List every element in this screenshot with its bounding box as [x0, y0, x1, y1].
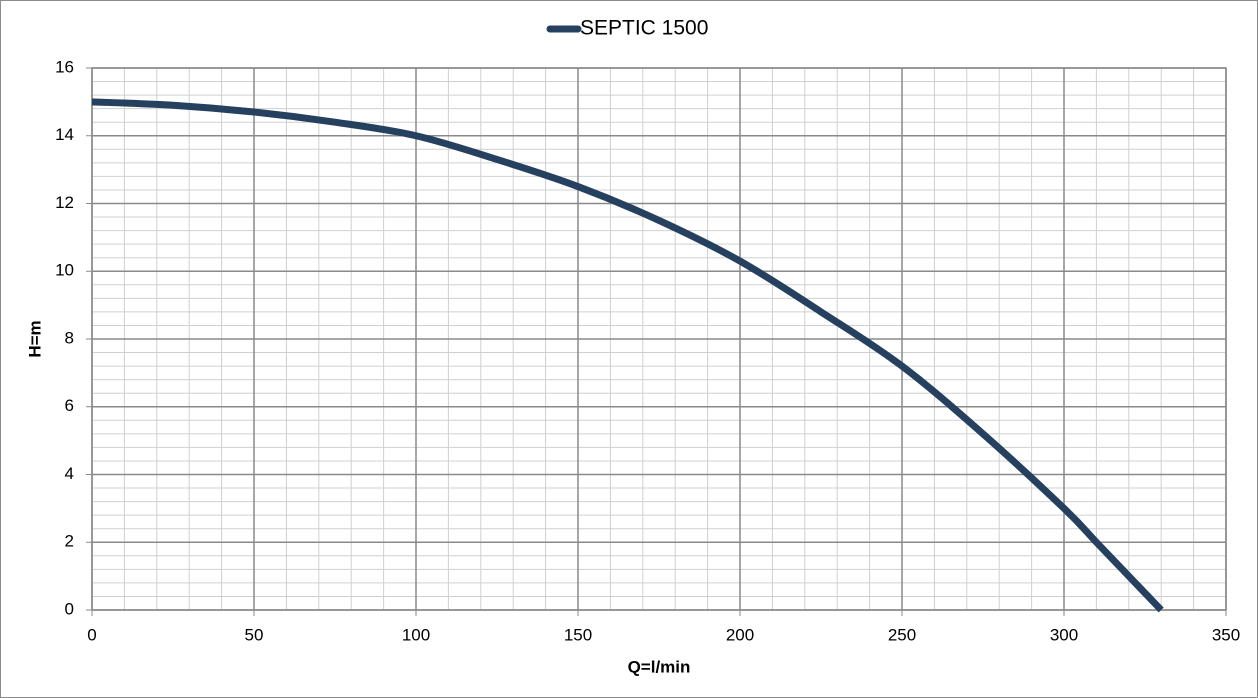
y-tick-label: 8: [65, 328, 74, 347]
y-tick-label: 0: [65, 599, 74, 618]
y-tick-label: 10: [55, 261, 74, 280]
y-tick-label: 6: [65, 396, 74, 415]
x-tick-label: 250: [888, 625, 916, 644]
plot-area: [91, 67, 1227, 611]
x-tick-label: 50: [245, 625, 264, 644]
x-tick-label: 0: [87, 625, 96, 644]
x-tick-label: 350: [1212, 625, 1240, 644]
x-axis-title: Q=l/min: [628, 657, 691, 676]
x-tick-label: 100: [402, 625, 430, 644]
y-tick-label: 12: [55, 193, 74, 212]
y-axis-title: H=m: [25, 320, 44, 357]
grid: [91, 67, 1227, 611]
x-tick-label: 150: [564, 625, 592, 644]
x-tick-label: 200: [726, 625, 754, 644]
y-tick-label: 2: [65, 532, 74, 551]
y-tick-label: 14: [55, 125, 74, 144]
series-line: [91, 98, 1164, 613]
y-tick-label: 16: [55, 57, 74, 76]
x-tick-label: 300: [1050, 625, 1078, 644]
y-tick-label: 4: [65, 464, 74, 483]
legend-label: SEPTIC 1500: [580, 17, 708, 40]
